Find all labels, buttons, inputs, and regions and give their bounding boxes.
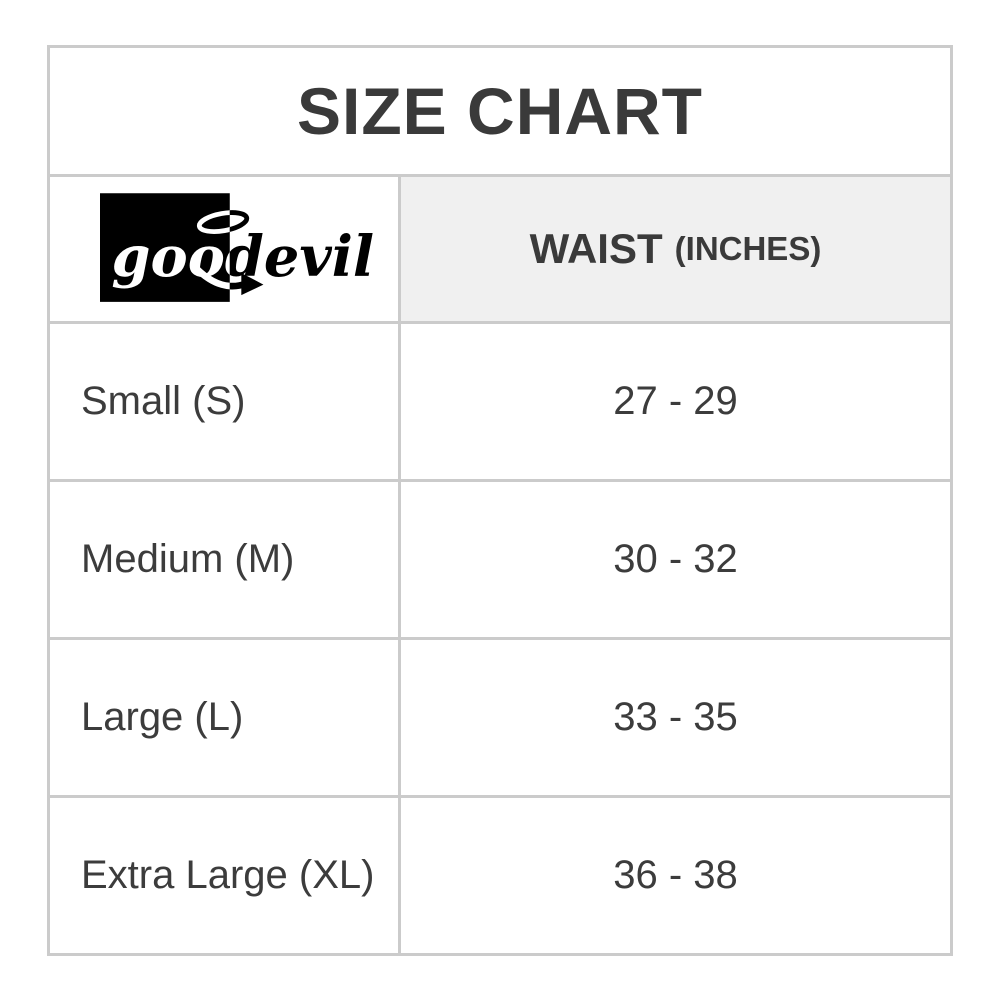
waist-range-extra-large: 36 - 38	[401, 798, 950, 953]
logo-black-box	[100, 193, 230, 302]
waist-range-large: 33 - 35	[401, 640, 950, 795]
size-label-extra-large: Extra Large (XL)	[50, 798, 398, 953]
size-chart-table: SIZE CHART goodevil good	[47, 45, 953, 956]
goodevil-logo-icon: goodevil goodevil	[100, 193, 375, 302]
devil-tail-arrowhead-icon	[241, 273, 264, 296]
halo-icon	[229, 210, 250, 234]
waist-range-small: 27 - 29	[401, 324, 950, 479]
size-label-small: Small (S)	[50, 324, 398, 479]
page-title: SIZE CHART	[50, 48, 950, 174]
halo-icon	[196, 210, 230, 234]
brand-logo-cell: goodevil goodevil	[50, 177, 398, 321]
logo-left-half: goodevil	[112, 210, 230, 290]
devil-tail-icon	[193, 265, 230, 290]
waist-label: WAIST	[529, 225, 663, 272]
waist-range-medium: 30 - 32	[401, 482, 950, 637]
inches-label: (INCHES)	[674, 230, 822, 267]
size-label-medium: Medium (M)	[50, 482, 398, 637]
logo-right-half: goodevil	[112, 210, 375, 296]
logo-wordmark: goodevil	[112, 225, 375, 290]
size-label-large: Large (L)	[50, 640, 398, 795]
column-header-waist: WAIST (INCHES)	[401, 177, 950, 321]
